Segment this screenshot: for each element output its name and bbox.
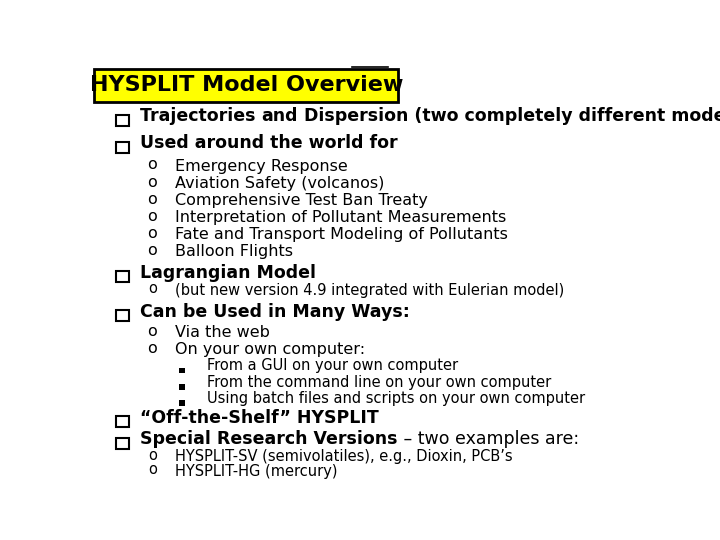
Text: From the command line on your own computer: From the command line on your own comput… xyxy=(207,375,552,389)
Text: HYSPLIT-SV (semivolatiles), e.g., Dioxin, PCB’s: HYSPLIT-SV (semivolatiles), e.g., Dioxin… xyxy=(175,449,513,464)
Text: HYSPLIT-HG (mercury): HYSPLIT-HG (mercury) xyxy=(175,463,337,478)
Text: o: o xyxy=(148,158,158,172)
Text: “Off-the-Shelf” HYSPLIT: “Off-the-Shelf” HYSPLIT xyxy=(140,409,379,427)
Text: HYSPLIT Model Overview: HYSPLIT Model Overview xyxy=(89,75,403,95)
Text: (but new version 4.9 integrated with Eulerian model): (but new version 4.9 integrated with Eul… xyxy=(175,282,564,298)
Text: o: o xyxy=(148,208,158,224)
FancyBboxPatch shape xyxy=(179,400,186,406)
Text: o: o xyxy=(148,174,158,190)
Text: Fate and Transport Modeling of Pollutants: Fate and Transport Modeling of Pollutant… xyxy=(175,227,508,242)
FancyBboxPatch shape xyxy=(116,438,129,449)
Text: o: o xyxy=(148,341,158,356)
Text: Trajectories: Trajectories xyxy=(140,107,262,125)
FancyBboxPatch shape xyxy=(116,141,129,152)
Text: o: o xyxy=(148,324,158,339)
Text: o: o xyxy=(148,462,157,477)
Text: Used around the world for: Used around the world for xyxy=(140,134,398,152)
Text: o: o xyxy=(148,226,158,241)
Text: Aviation Safety (volcanos): Aviation Safety (volcanos) xyxy=(175,176,384,191)
FancyBboxPatch shape xyxy=(116,114,129,125)
Text: Interpretation of Pollutant Measurements: Interpretation of Pollutant Measurements xyxy=(175,210,506,225)
FancyBboxPatch shape xyxy=(94,69,398,102)
Text: o: o xyxy=(148,243,158,258)
Text: Can be Used in Many Ways:: Can be Used in Many Ways: xyxy=(140,302,410,321)
Text: – two examples are:: – two examples are: xyxy=(397,430,579,448)
FancyBboxPatch shape xyxy=(179,384,186,389)
Text: o: o xyxy=(148,281,157,296)
Text: Balloon Flights: Balloon Flights xyxy=(175,244,293,259)
Text: and: and xyxy=(262,107,298,125)
FancyBboxPatch shape xyxy=(116,416,129,427)
Text: Emergency Response: Emergency Response xyxy=(175,159,348,174)
FancyBboxPatch shape xyxy=(116,310,129,321)
Text: Via the web: Via the web xyxy=(175,325,270,340)
Text: o: o xyxy=(148,192,158,207)
Text: Dispersion (two completely different models): Dispersion (two completely different mod… xyxy=(298,107,720,125)
Text: o: o xyxy=(148,448,157,463)
Text: From a GUI on your own computer: From a GUI on your own computer xyxy=(207,359,459,373)
Text: Using batch files and scripts on your own computer: Using batch files and scripts on your ow… xyxy=(207,391,585,406)
FancyBboxPatch shape xyxy=(116,272,129,282)
FancyBboxPatch shape xyxy=(179,368,186,373)
Text: Special Research Versions: Special Research Versions xyxy=(140,430,397,448)
Text: Comprehensive Test Ban Treaty: Comprehensive Test Ban Treaty xyxy=(175,193,428,208)
Text: Lagrangian Model: Lagrangian Model xyxy=(140,264,316,282)
Text: On your own computer:: On your own computer: xyxy=(175,342,365,357)
